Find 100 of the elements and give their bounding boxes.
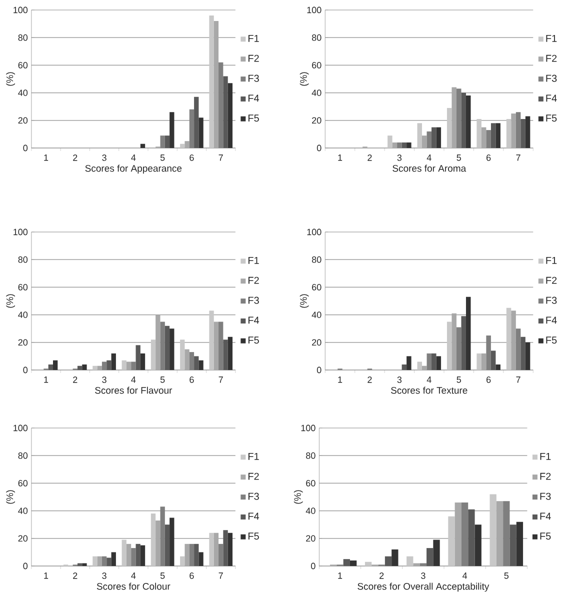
y-axis-title: (%) — [294, 490, 303, 504]
legend-label: F5 — [248, 114, 259, 122]
bar — [52, 360, 58, 370]
bar — [228, 83, 233, 148]
bar — [420, 563, 427, 566]
bar — [392, 549, 398, 566]
bar — [180, 144, 185, 148]
bar — [496, 364, 500, 370]
bar — [525, 116, 530, 148]
bar — [160, 136, 165, 148]
legend-label: F2 — [248, 472, 259, 480]
bar — [170, 518, 174, 566]
bar — [466, 96, 471, 148]
bar — [350, 560, 357, 566]
legend-label: F5 — [546, 114, 557, 122]
x-tick-label: 7 — [218, 154, 223, 161]
legend-label: F1 — [248, 34, 259, 42]
bar — [126, 544, 132, 566]
y-tick-label: 100 — [307, 228, 322, 236]
y-tick-label: 80 — [312, 256, 322, 263]
bar — [406, 556, 414, 566]
bar — [82, 364, 87, 370]
bar — [506, 308, 512, 370]
bar — [481, 127, 486, 148]
x-tick-label: 2 — [73, 572, 78, 579]
x-axis-title: Scores for Aroma — [392, 164, 466, 172]
x-tick-label: 2 — [73, 154, 78, 161]
bar — [426, 548, 434, 566]
y-tick-label: 0 — [23, 562, 28, 570]
bar — [511, 310, 516, 370]
y-axis-title: (%) — [6, 294, 16, 308]
y-tick-label: 0 — [311, 562, 316, 570]
bar — [198, 360, 204, 370]
x-axis-title: Scores for Flavour — [95, 386, 172, 394]
bar — [388, 136, 392, 148]
bar — [106, 360, 112, 370]
bar — [194, 96, 199, 148]
x-axis-title: Scores for Texture — [391, 386, 468, 394]
bar — [160, 506, 165, 566]
bar — [77, 563, 82, 566]
bar — [392, 142, 398, 148]
bar — [156, 314, 160, 370]
bar — [209, 310, 214, 370]
bar — [218, 62, 224, 148]
bar — [209, 532, 214, 566]
y-tick-label: 40 — [18, 312, 28, 318]
x-tick-label: 4 — [462, 572, 468, 579]
bar — [525, 342, 530, 370]
bar — [397, 142, 402, 148]
bar — [426, 353, 432, 370]
bar — [456, 88, 462, 148]
bar — [122, 360, 126, 370]
y-tick-label: 40 — [312, 312, 322, 318]
legend-label: F5 — [248, 532, 259, 540]
legend-label: F2 — [248, 54, 259, 62]
legend-label: F1 — [540, 452, 551, 460]
bar — [490, 494, 496, 566]
bar — [218, 322, 224, 370]
legend-label: F3 — [540, 492, 551, 500]
bar — [516, 328, 521, 370]
y-tick-label: 0 — [23, 366, 28, 374]
y-tick-label: 60 — [18, 62, 28, 68]
bar — [520, 336, 526, 370]
bar — [194, 544, 199, 566]
bar — [189, 352, 194, 370]
x-tick-label: 3 — [102, 376, 106, 383]
bar — [184, 349, 190, 370]
bar — [466, 296, 471, 370]
bar — [474, 524, 482, 566]
legend-label: F1 — [546, 34, 557, 42]
y-tick-label: 60 — [18, 284, 28, 290]
bar — [432, 127, 436, 148]
y-axis-title: (%) — [6, 72, 16, 86]
bar — [131, 362, 136, 370]
bar — [486, 130, 491, 148]
x-tick-label: 3 — [102, 154, 106, 161]
bar — [461, 316, 466, 370]
legend-label: F1 — [546, 256, 557, 264]
x-tick-label: 2 — [368, 154, 372, 161]
bar — [503, 501, 510, 566]
y-tick-label: 60 — [306, 480, 316, 486]
bar — [140, 144, 146, 148]
bar — [156, 520, 160, 566]
y-tick-label: 60 — [18, 480, 28, 486]
x-tick-label: 3 — [421, 572, 426, 579]
bar — [452, 87, 456, 148]
legend-label: F1 — [248, 256, 259, 264]
bar — [92, 366, 98, 370]
bar — [446, 108, 452, 148]
bar — [402, 142, 407, 148]
legend-label: F5 — [540, 532, 551, 540]
legend-label: F4 — [546, 316, 557, 324]
legend-label: F5 — [248, 336, 259, 344]
bar — [228, 532, 233, 566]
x-tick-label: 4 — [426, 154, 432, 161]
bar — [164, 136, 170, 148]
x-tick-label: 3 — [102, 572, 106, 579]
x-tick-label: 6 — [190, 376, 194, 383]
bar — [481, 353, 486, 370]
bar — [510, 524, 516, 566]
